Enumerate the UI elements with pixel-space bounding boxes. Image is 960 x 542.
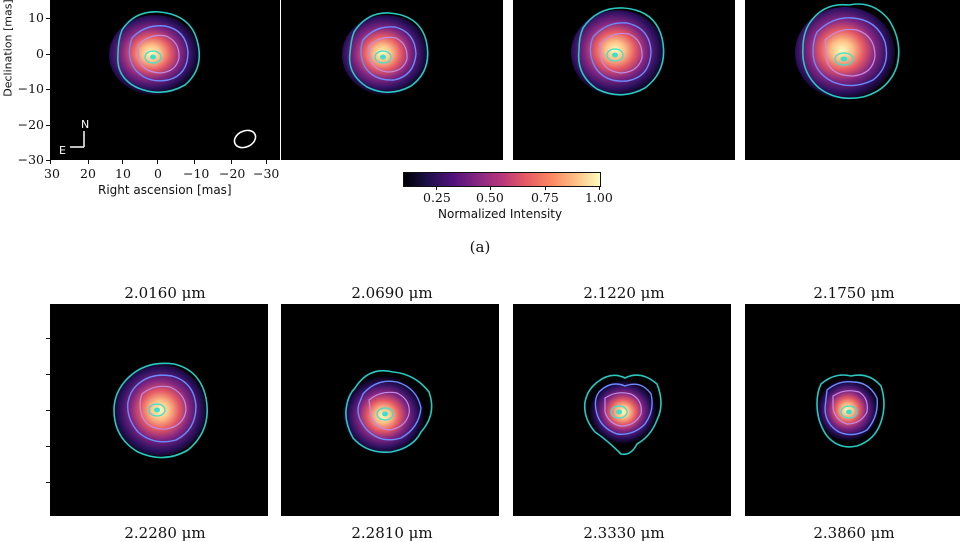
panel-title: 2.1220 μm <box>583 284 665 302</box>
image-panel <box>745 0 960 160</box>
beam-ellipse <box>233 129 257 149</box>
colorbar-tick-label: 0.25 <box>423 190 451 205</box>
panel-title: 2.2280 μm <box>124 524 206 542</box>
x-axis-label: Right ascension [mas] <box>98 183 232 197</box>
image-panel <box>513 0 735 160</box>
colorbar-tick-label: 0.75 <box>531 190 559 205</box>
colorbar-label: Normalized Intensity <box>438 207 563 221</box>
y-tick-label: −10 <box>17 81 44 96</box>
y-tick-label: −30 <box>17 152 44 167</box>
y-tick-label: 0 <box>36 46 44 61</box>
image-panel: N E <box>50 0 280 160</box>
x-tick-label: 0 <box>154 166 162 181</box>
panel-title: 2.1750 μm <box>813 284 895 302</box>
x-tick-label: 20 <box>80 166 96 181</box>
panel-title: 2.2810 μm <box>351 524 433 542</box>
compass-east-label: E <box>59 144 66 157</box>
y-tick-label: 10 <box>28 10 44 25</box>
image-panel <box>281 304 499 516</box>
compass-north-label: N <box>81 118 90 131</box>
x-tick-label: −20 <box>219 166 246 181</box>
y-axis-label: Declination [mas] <box>1 0 15 97</box>
colorbar-gradient <box>403 172 601 187</box>
figure-caption: (a) <box>469 238 491 256</box>
image-panel <box>513 304 731 516</box>
colorbar-tick-label: 1.00 <box>585 190 613 205</box>
x-tick-label: −30 <box>253 166 280 181</box>
image-panel <box>745 304 960 516</box>
x-tick-label: −10 <box>183 166 210 181</box>
y-tick-label: −20 <box>17 117 44 132</box>
x-tick-label: 30 <box>44 166 60 181</box>
colorbar-tick-label: 0.50 <box>476 190 504 205</box>
image-panel <box>281 0 503 160</box>
image-panel <box>50 304 268 516</box>
panel-title: 2.3860 μm <box>813 524 895 542</box>
panel-title: 2.0690 μm <box>351 284 433 302</box>
panel-title: 2.0160 μm <box>124 284 206 302</box>
x-tick-label: 10 <box>115 166 131 181</box>
panel-title: 2.3330 μm <box>583 524 665 542</box>
